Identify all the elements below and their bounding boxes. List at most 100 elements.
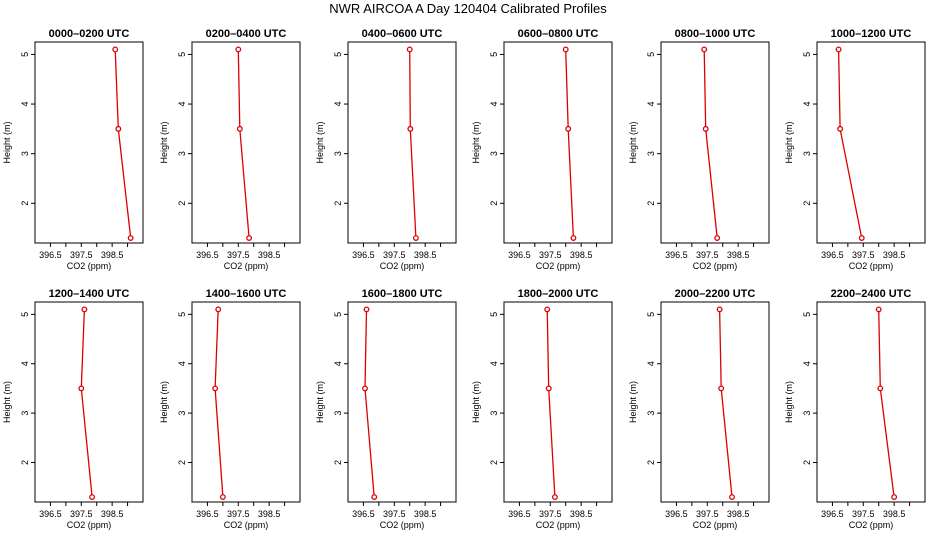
data-point: [362, 385, 368, 392]
y-tick-label: 2: [489, 201, 499, 206]
x-tick-label: 398.5: [258, 250, 281, 260]
profile-line: [364, 309, 375, 498]
data-point: [877, 385, 884, 392]
x-tick-label: 398.5: [101, 250, 124, 260]
x-tick-label: 396.5: [39, 250, 62, 260]
y-tick-label: 2: [646, 460, 656, 465]
y-tick-label: 3: [333, 151, 343, 156]
y-tick-label: 2: [177, 460, 187, 465]
panel-title: 1200–1400 UTC: [49, 288, 130, 300]
plot-frame: [347, 301, 457, 503]
data-point: [215, 306, 222, 313]
panel-title: 0400–0600 UTC: [362, 28, 443, 40]
profile-line: [703, 49, 718, 239]
x-tick-label: 396.5: [665, 250, 688, 260]
x-tick-label: 396.5: [821, 509, 844, 519]
x-axis-label: CO2 (ppm): [67, 261, 112, 271]
y-tick-label: 2: [333, 460, 343, 465]
plot-frame: [34, 41, 144, 244]
y-tick-label: 5: [802, 52, 812, 57]
x-tick-label: 397.5: [383, 250, 406, 260]
y-tick-label: 4: [802, 361, 812, 366]
data-point: [835, 46, 842, 53]
data-point: [570, 235, 577, 241]
profile-line: [837, 49, 863, 239]
x-axis-label: CO2 (ppm): [224, 261, 269, 271]
plot-frame: [503, 41, 613, 244]
data-point: [718, 385, 725, 392]
panel-title: 1400–1600 UTC: [206, 288, 287, 300]
x-tick-label: 397.5: [539, 250, 562, 260]
x-tick-label: 398.5: [570, 250, 593, 260]
y-tick-label: 5: [333, 312, 343, 317]
y-tick-label: 3: [177, 151, 187, 156]
y-tick-label: 2: [802, 201, 812, 206]
x-axis-label: CO2 (ppm): [849, 520, 894, 530]
data-point: [407, 125, 414, 132]
y-tick-label: 4: [177, 102, 187, 107]
y-tick-label: 3: [20, 411, 30, 416]
y-tick-label: 4: [646, 361, 656, 366]
data-point: [246, 235, 253, 241]
y-tick-label: 2: [489, 460, 499, 465]
plot-frame: [816, 41, 926, 244]
x-axis-label: CO2 (ppm): [380, 520, 425, 530]
panel-title: 2000–2200 UTC: [675, 288, 756, 300]
x-tick-label: 397.5: [70, 250, 93, 260]
data-point: [716, 306, 723, 313]
profile-line: [114, 49, 132, 239]
data-point: [562, 46, 569, 53]
y-tick-label: 3: [802, 151, 812, 156]
plot-frame: [660, 301, 770, 503]
data-point: [115, 125, 122, 132]
plot-frame: [660, 41, 770, 244]
y-tick-label: 2: [20, 460, 30, 465]
x-tick-label: 398.5: [727, 250, 750, 260]
data-point: [363, 306, 370, 313]
y-tick-label: 3: [333, 411, 343, 416]
panel-title: 1000–1200 UTC: [831, 28, 912, 40]
x-axis-label: CO2 (ppm): [380, 261, 425, 271]
y-axis-label: Height (m): [315, 381, 325, 423]
profile-line: [409, 49, 417, 239]
profile-line: [718, 309, 733, 498]
y-tick-label: 4: [489, 102, 499, 107]
x-tick-label: 396.5: [196, 509, 219, 519]
plot-frame: [191, 301, 301, 503]
y-tick-label: 4: [333, 361, 343, 366]
y-axis-label: Height (m): [784, 381, 794, 423]
x-tick-label: 397.5: [696, 509, 719, 519]
data-point: [875, 306, 882, 313]
plot-frame: [191, 41, 301, 244]
x-tick-label: 396.5: [665, 509, 688, 519]
profile-line: [80, 309, 93, 498]
x-tick-label: 396.5: [352, 509, 375, 519]
y-axis-label: Height (m): [784, 121, 794, 163]
y-axis-label: Height (m): [471, 381, 481, 423]
data-point: [545, 385, 552, 392]
x-tick-label: 398.5: [883, 250, 906, 260]
y-tick-label: 5: [646, 52, 656, 57]
data-point: [714, 235, 721, 241]
panel-title: 1800–2000 UTC: [518, 288, 599, 300]
x-tick-label: 397.5: [70, 509, 93, 519]
data-point: [236, 125, 243, 132]
data-point: [78, 385, 85, 392]
y-tick-label: 4: [646, 102, 656, 107]
y-axis-label: Height (m): [628, 121, 638, 163]
panel-title: 0800–1000 UTC: [675, 28, 756, 40]
data-point: [551, 494, 558, 501]
y-tick-label: 5: [20, 312, 30, 317]
data-point: [212, 385, 219, 392]
data-point: [729, 494, 735, 501]
page-title: NWR AIRCOA A Day 120404 Calibrated Profi…: [329, 1, 607, 16]
x-tick-label: 398.5: [414, 509, 437, 519]
x-axis-label: CO2 (ppm): [67, 520, 112, 530]
x-axis-label: CO2 (ppm): [693, 520, 738, 530]
plot-frame: [503, 301, 613, 503]
y-tick-label: 3: [177, 411, 187, 416]
plot-frame: [347, 41, 457, 244]
x-tick-label: 396.5: [508, 250, 531, 260]
panel-title: 2200–2400 UTC: [831, 288, 912, 300]
